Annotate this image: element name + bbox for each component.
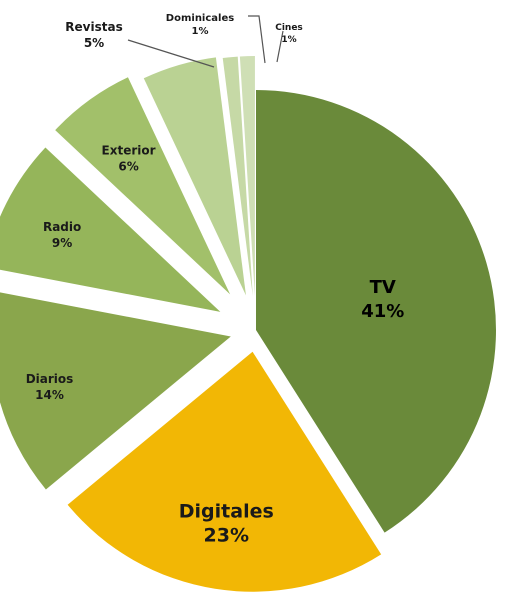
- slice-value-radio: 9%: [52, 236, 72, 250]
- leader-line-revistas: [127, 39, 215, 68]
- slice-label-cines: Cines: [275, 23, 303, 33]
- slice-value-cines: 1%: [281, 35, 296, 45]
- pie-slices: [0, 56, 496, 592]
- leader-line-cines: [276, 30, 284, 63]
- slice-tv: [256, 90, 496, 533]
- slice-diarios: [0, 292, 231, 490]
- slice-label-radio: Radio: [43, 220, 81, 234]
- slice-value-revistas: 5%: [84, 36, 104, 50]
- slice-value-tv: 41%: [361, 301, 404, 322]
- slice-label-tv: TV: [370, 277, 396, 298]
- slice-exterior: [55, 77, 231, 295]
- slice-cines: [239, 56, 255, 297]
- slice-label-revistas: Revistas: [65, 20, 122, 34]
- slice-value-dominicales: 1%: [192, 26, 209, 37]
- slice-revistas: [143, 57, 246, 296]
- slice-value-exterior: 6%: [118, 160, 138, 174]
- leader-lines: [127, 15, 284, 68]
- slice-label-dominicales: Dominicales: [166, 13, 234, 24]
- slice-value-diarios: 14%: [35, 388, 64, 402]
- slice-digitales: [67, 351, 382, 592]
- slice-dominicales: [222, 56, 253, 297]
- slice-label-exterior: Exterior: [102, 144, 156, 158]
- slice-label-digitales: Digitales: [179, 501, 274, 523]
- slice-label-diarios: Diarios: [26, 372, 74, 386]
- leader-line-dominicales: [248, 15, 266, 64]
- slice-radio: [0, 147, 221, 312]
- slice-value-digitales: 23%: [204, 525, 249, 547]
